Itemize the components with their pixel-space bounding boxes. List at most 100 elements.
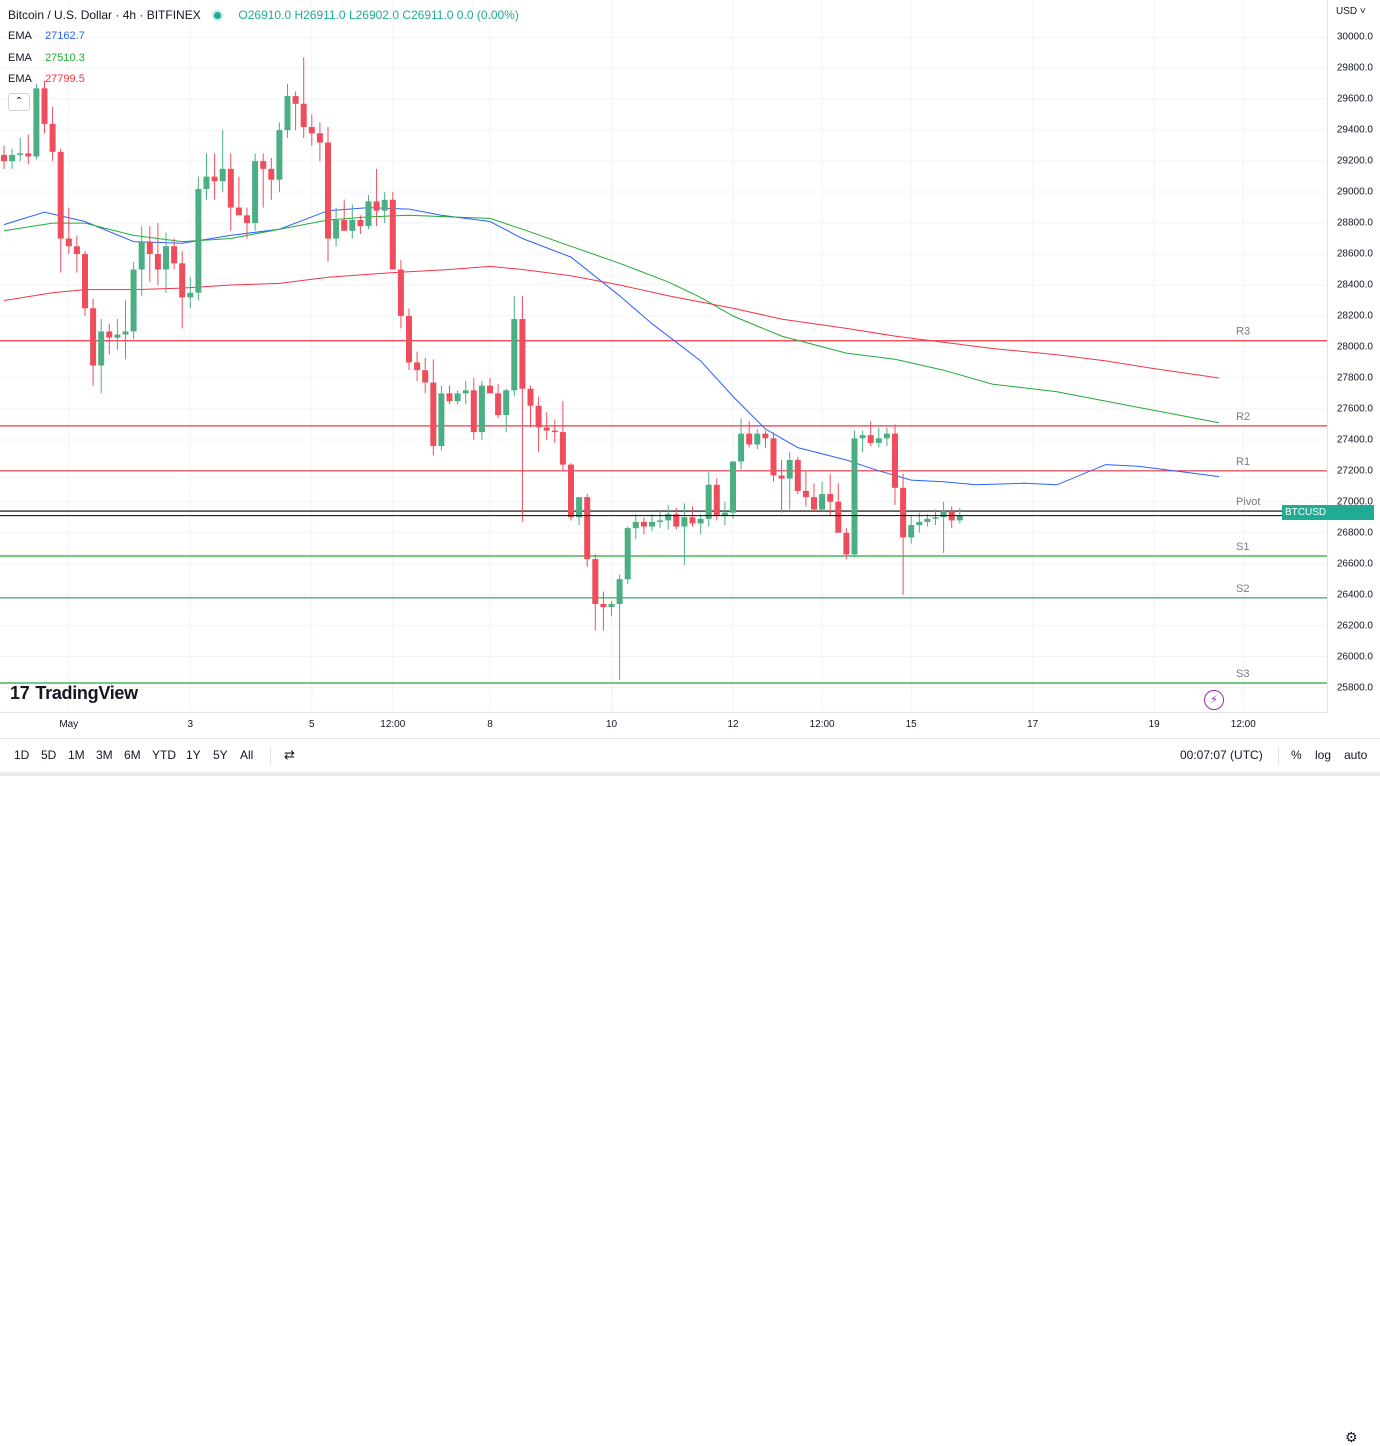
timeframe-button-5y[interactable]: 5Y [213, 748, 228, 762]
candle-body [632, 521, 639, 529]
candle-body [559, 432, 566, 465]
timeframe-button-1m[interactable]: 1M [68, 748, 85, 762]
candle-body [73, 246, 80, 255]
candle-body [762, 433, 769, 439]
candle-body [721, 512, 728, 516]
candle-body [746, 433, 753, 445]
chevron-up-icon[interactable]: ⌃ [8, 93, 30, 111]
timeframe-button-1y[interactable]: 1Y [186, 748, 201, 762]
candle-body [624, 528, 631, 580]
candle-body [697, 518, 704, 524]
candle-body [770, 438, 777, 476]
candle-body [33, 88, 40, 157]
candle-body [867, 435, 874, 443]
candle-body [195, 188, 202, 293]
lightning-icon[interactable]: ⚡ [1204, 690, 1224, 710]
price-axis[interactable]: USD ˅ 30000.0 29800.0 29600.0 29400.0 29200.… [1327, 0, 1380, 712]
price-tick-label: 28200.0 [1336, 310, 1373, 322]
candle-body [754, 433, 761, 445]
tradingview-logo-icon: 17 [10, 683, 30, 703]
price-tick-label: 26400.0 [1336, 589, 1373, 601]
candle-body [551, 430, 558, 433]
pivot-label-pivot: Pivot [1236, 496, 1260, 508]
candle-body [568, 464, 574, 518]
candle-body [284, 96, 291, 131]
currency-selector[interactable]: USD ˅ [1336, 6, 1366, 17]
candle-body [916, 521, 923, 526]
ema-value: 27162.7 [45, 30, 85, 42]
candle-body [211, 176, 218, 182]
candle-body [41, 88, 48, 124]
candle-body [341, 219, 348, 231]
utc-clock[interactable]: 00:07:07 (UTC) [1180, 748, 1263, 762]
candle-body [244, 215, 250, 224]
price-tick-label: 26600.0 [1336, 558, 1373, 570]
candle-body [956, 515, 963, 521]
pivot-label-s2: S2 [1236, 583, 1249, 595]
gear-icon[interactable]: ⚙ [1345, 1429, 1358, 1445]
candle-body [681, 517, 688, 527]
candle-body [422, 370, 429, 383]
log-toggle[interactable]: log [1315, 748, 1332, 762]
candle-body [414, 362, 421, 371]
auto-toggle[interactable]: auto [1344, 748, 1368, 762]
timeframe-button-5d[interactable]: 5D [41, 748, 57, 762]
candle-body [543, 427, 550, 431]
percent-toggle[interactable]: % [1291, 748, 1302, 762]
candle-body [90, 308, 97, 366]
candle-body [892, 433, 898, 488]
candle-body [227, 168, 234, 208]
candle-body [357, 219, 364, 227]
timeframe-button-1d[interactable]: 1D [14, 748, 30, 762]
candle-body [600, 603, 607, 608]
symbol-title[interactable]: Bitcoin / U.S. Dollar · 4h · BITFINEX [8, 8, 201, 22]
price-tick-label: 27200.0 [1336, 465, 1373, 477]
candle-body [843, 532, 850, 555]
candle-body [705, 484, 712, 519]
time-tick-label: 3 [187, 719, 194, 730]
candle-body [179, 263, 186, 298]
chart-plot-area[interactable]: R3 R2 R1 Pivot S1 S2 S3 Bitcoin / U.S. Dollar … [0, 0, 1327, 712]
price-tick-label: 29400.0 [1336, 124, 1373, 136]
timeframe-button-all[interactable]: All [240, 748, 254, 762]
candle-body [802, 490, 809, 498]
ema-label: EMA [8, 73, 32, 85]
price-chart[interactable]: R3 R2 R1 Pivot S1 S2 S3 [0, 0, 1327, 712]
time-tick-label: 12:00 [809, 719, 835, 730]
timeframe-button-3m[interactable]: 3M [96, 748, 113, 762]
price-tick-label: 30000.0 [1336, 31, 1373, 43]
ema-legend-row[interactable]: EMA 27510.3 [8, 51, 85, 65]
price-tick-label: 27000.0 [1336, 496, 1373, 508]
brand-name: TradingView [35, 683, 138, 703]
candle-body [454, 393, 461, 402]
candle-body [57, 151, 64, 239]
candle-body [17, 153, 24, 155]
candle-body [576, 497, 583, 518]
timeframe-button-6m[interactable]: 6M [124, 748, 141, 762]
time-tick-label: 8 [487, 719, 493, 730]
candle-body [883, 433, 890, 439]
timeframe-button-ytd[interactable]: YTD [152, 748, 176, 762]
price-tick-label: 29800.0 [1336, 62, 1373, 74]
candle-body [673, 514, 680, 527]
ema-legend-row[interactable]: EMA 27162.7 [8, 29, 85, 43]
candle-body [875, 438, 882, 443]
candle-body [900, 487, 907, 538]
calendar-range-icon[interactable]: ⇄ [284, 747, 295, 762]
candle-body [811, 497, 817, 510]
candle-body [154, 254, 161, 270]
candle-body [819, 494, 826, 510]
candle-body [835, 501, 842, 533]
ema-legend-row[interactable]: EMA 27799.5 [8, 72, 85, 86]
symbol-legend: Bitcoin / U.S. Dollar · 4h · BITFINEX O2… [8, 8, 519, 23]
toolbar-divider [1278, 747, 1279, 765]
toolbar-divider [270, 747, 271, 765]
time-tick-label: 15 [905, 719, 917, 730]
candle-body [316, 133, 323, 143]
bottom-toolbar: 1D 5D 1M 3M 6M YTD 1Y 5Y All ⇄ 00:07:07 (UTC) % … [0, 738, 1380, 773]
candle-body [406, 315, 412, 363]
time-axis[interactable]: May 3 5 12:00 8 10 12 12:00 15 17 19 12:00 ⚙ [0, 712, 1358, 1445]
tradingview-logo[interactable]: 17 TradingView [10, 683, 138, 704]
pivot-label-r3: R3 [1236, 326, 1250, 338]
